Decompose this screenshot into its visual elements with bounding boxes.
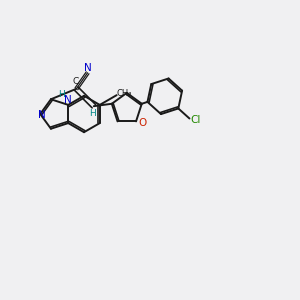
Text: N: N (38, 110, 46, 120)
Text: C: C (73, 77, 79, 86)
Text: Cl: Cl (190, 115, 201, 124)
Text: N: N (64, 95, 72, 105)
Text: H: H (89, 109, 96, 118)
Text: N: N (84, 63, 92, 73)
Text: O: O (139, 118, 147, 128)
Text: H: H (58, 90, 65, 99)
Text: CH₃: CH₃ (117, 89, 132, 98)
